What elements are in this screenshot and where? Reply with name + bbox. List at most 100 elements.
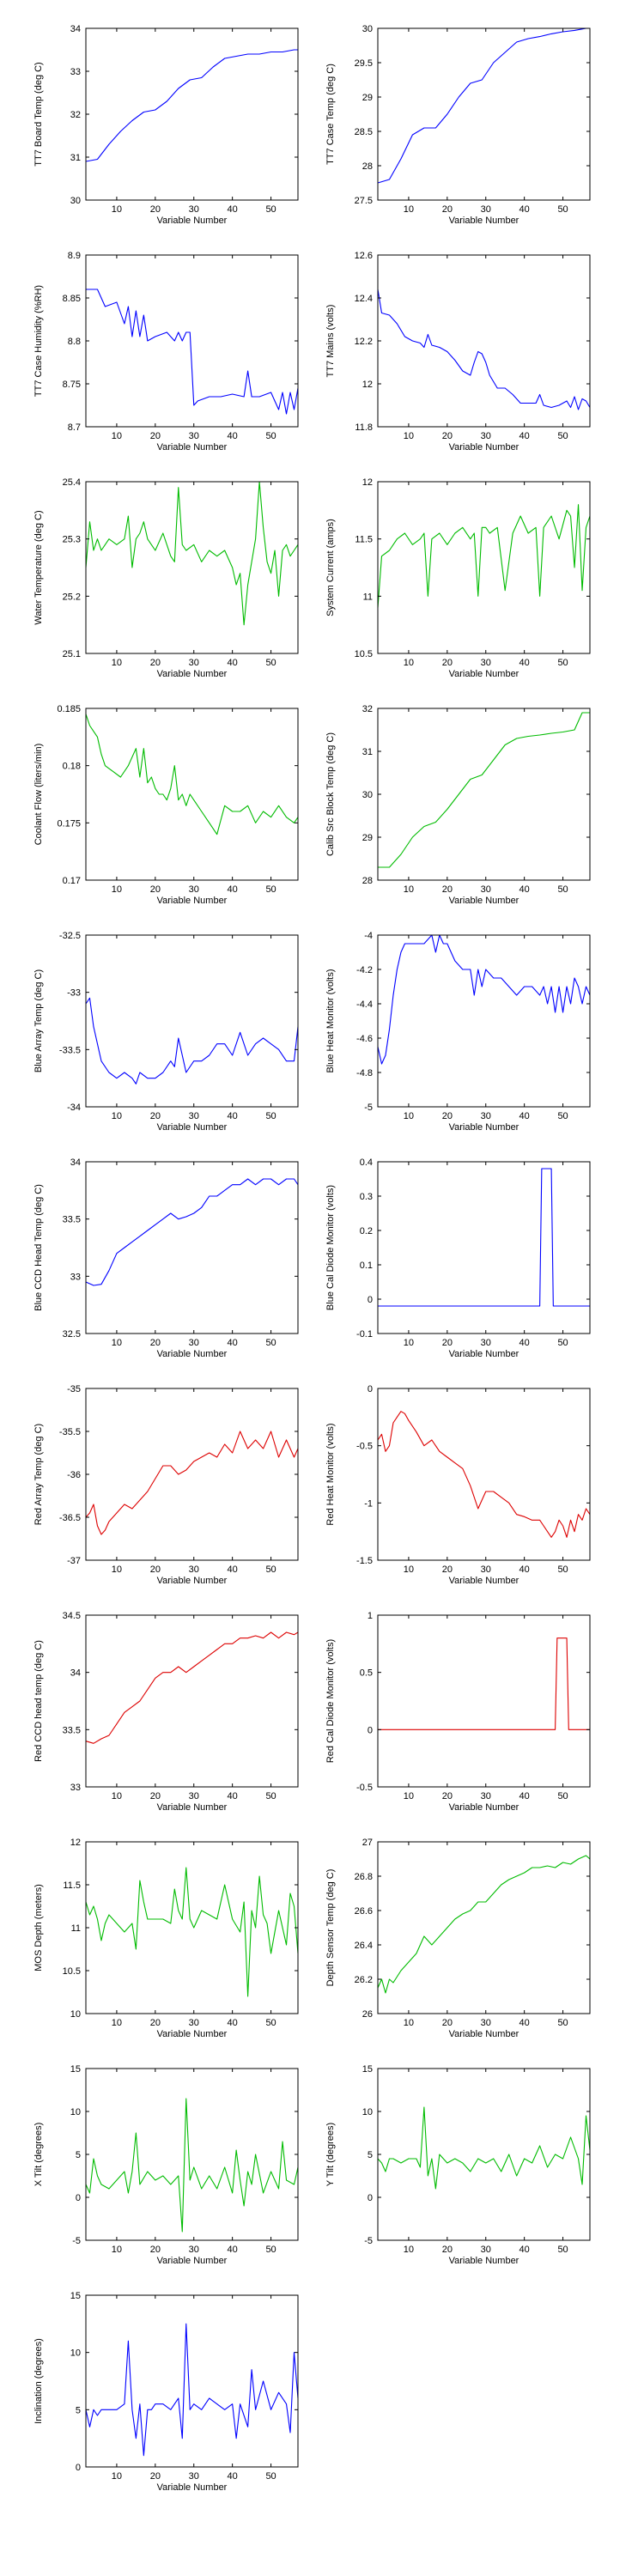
data-point — [131, 567, 133, 568]
data-point — [550, 986, 552, 987]
x-axis-label: Variable Number — [157, 1802, 228, 1813]
data-point — [201, 1207, 203, 1209]
data-point — [116, 544, 118, 546]
x-tick-label: 10 — [404, 431, 414, 441]
plot-frame — [377, 708, 591, 881]
data-point — [443, 943, 445, 945]
data-point — [389, 1029, 391, 1030]
y-tick-label: -0.5 — [356, 1442, 373, 1452]
y-tick-label: -0.1 — [356, 1329, 373, 1340]
data-point — [282, 52, 283, 53]
data-point — [470, 779, 471, 781]
data-point — [578, 2158, 580, 2160]
y-tick-label: 34 — [70, 1668, 81, 1679]
y-tick-label: 8.8 — [68, 337, 81, 347]
data-point — [235, 584, 237, 586]
data-point — [173, 340, 175, 342]
data-point — [389, 550, 391, 551]
data-point — [124, 2403, 125, 2405]
data-point — [504, 744, 506, 746]
data-point — [408, 1305, 410, 1307]
data-point — [209, 823, 210, 824]
data-point — [93, 1504, 94, 1505]
x-tick-label: 50 — [557, 204, 568, 215]
data-point — [512, 532, 513, 534]
data-point — [562, 732, 564, 733]
data-point — [558, 986, 560, 987]
y-tick-label: 31 — [362, 747, 373, 757]
data-point — [155, 336, 156, 337]
data-point — [100, 1940, 102, 1941]
data-point — [286, 1944, 288, 1946]
y-tick-label: 15 — [362, 2064, 373, 2075]
data-point — [178, 2175, 179, 2177]
data-point — [485, 1305, 487, 1307]
y-tick-label: -35.5 — [59, 1427, 81, 1437]
data-point — [89, 2427, 91, 2428]
y-tick-label: 34 — [70, 24, 81, 34]
data-point — [193, 404, 195, 406]
data-point — [527, 38, 529, 39]
data-point — [516, 41, 518, 43]
x-tick-label: 30 — [481, 2018, 491, 2028]
data-point — [255, 1043, 257, 1045]
data-point — [558, 404, 560, 406]
data-point — [270, 817, 272, 818]
data-point — [139, 2184, 141, 2185]
data-point — [408, 1420, 410, 1422]
data-point — [131, 1242, 133, 1243]
data-point — [286, 817, 288, 818]
data-point — [504, 590, 506, 592]
data-point — [170, 556, 172, 557]
y-tick-label: -5 — [364, 1103, 373, 1113]
chart-tt7-case-humidity: 10 20 30 40 50 8.7 8.75 8.8 8.85 8.9 Variable Numb… — [33, 251, 299, 453]
data-point — [543, 404, 544, 406]
y-axis-label: TT7 Mains (volts) — [325, 305, 336, 378]
chart-blue-array-temp: 10 20 30 40 50 -34 -33.5 -33 -32.5 Variable Numbe… — [33, 931, 299, 1133]
data-point — [381, 556, 383, 557]
data-point — [270, 1178, 272, 1180]
data-point — [470, 969, 471, 970]
data-point — [578, 409, 580, 410]
data-point — [286, 2403, 288, 2405]
y-axis-label: System Current (amps) — [325, 519, 336, 617]
data-point — [447, 943, 448, 945]
data-point — [454, 532, 456, 534]
y-tick-label: 25.3 — [63, 535, 81, 545]
data-point — [131, 1923, 133, 1924]
data-point — [289, 392, 291, 393]
x-tick-label: 40 — [519, 204, 530, 215]
data-point — [170, 1060, 172, 1062]
data-point — [489, 374, 490, 376]
x-tick-label: 30 — [481, 1791, 491, 1801]
data-point — [501, 2171, 502, 2172]
y-tick-label: 10 — [70, 2009, 81, 2020]
y-tick-label: 5 — [368, 2150, 373, 2160]
data-point — [97, 538, 99, 540]
data-point — [147, 1230, 149, 1231]
data-point — [555, 2154, 556, 2155]
data-point — [397, 323, 398, 325]
series-line — [85, 1178, 299, 1286]
data-point — [408, 2158, 410, 2160]
data-point — [100, 1284, 102, 1285]
y-tick-label: 1 — [368, 1611, 373, 1621]
data-point — [555, 1012, 556, 1013]
data-point — [173, 1066, 175, 1068]
data-point — [477, 1508, 479, 1510]
data-point — [178, 799, 179, 801]
x-axis-label: Variable Number — [449, 2256, 519, 2266]
data-point — [143, 521, 145, 523]
data-point — [247, 805, 249, 807]
data-point — [139, 2403, 141, 2405]
data-point — [389, 866, 391, 868]
data-point — [189, 793, 191, 795]
x-tick-label: 20 — [150, 2471, 161, 2482]
data-point — [550, 1537, 552, 1539]
y-tick-label: 0.3 — [360, 1192, 373, 1202]
data-point — [100, 1534, 102, 1535]
y-tick-label: 0 — [368, 1725, 373, 1735]
x-tick-label: 50 — [557, 431, 568, 441]
data-point — [155, 1478, 156, 1479]
x-tick-label: 10 — [112, 1564, 122, 1575]
